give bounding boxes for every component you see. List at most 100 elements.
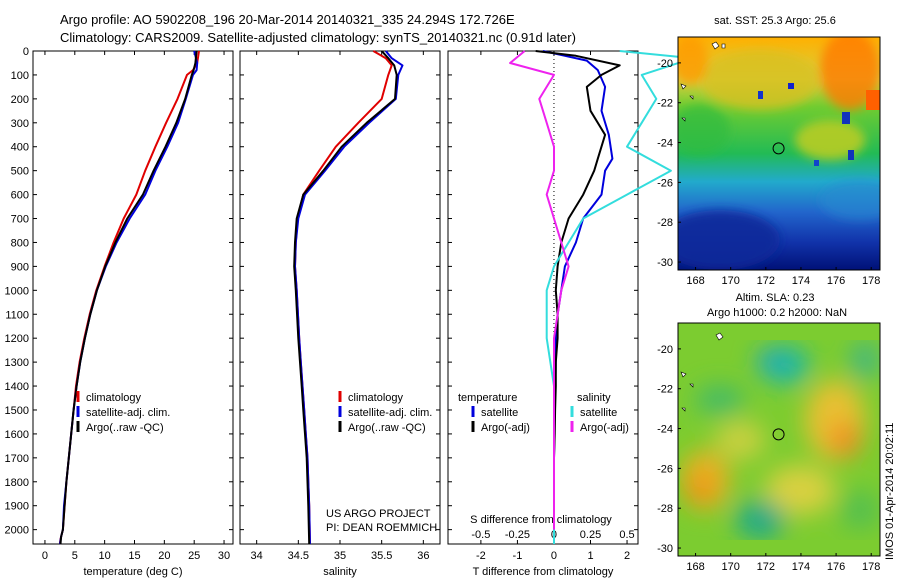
legend-label: Argo(-adj)	[580, 422, 629, 434]
depth-tick-label: 400	[11, 142, 29, 154]
depth-tick-label: 1700	[5, 453, 29, 465]
legend-label: satellite	[580, 407, 617, 419]
temperature-panel-frame	[32, 50, 234, 545]
legend-label: climatology	[86, 392, 142, 404]
sla-field-detail	[680, 340, 880, 540]
map-x-tick-label: 170	[722, 275, 740, 287]
legend-label: satellite-adj. clim.	[86, 407, 170, 419]
series-line	[293, 50, 398, 545]
salinity-diff-tick-label: 0.5	[619, 529, 634, 541]
x-tick-label: 20	[158, 550, 170, 562]
sla-map: Altim. SLA: 0.23 Argo h1000: 0.2 h2000: …	[657, 292, 881, 573]
x-tick-label: -2	[476, 550, 486, 562]
sst-map: sat. SST: 25.3 Argo: 25.6 168 170 172 174 17…	[657, 15, 881, 287]
map-x-tick-label: 168	[686, 275, 704, 287]
legend-label: Argo(-adj)	[481, 422, 530, 434]
depth-tick-label: 1900	[5, 501, 29, 513]
depth-tick-label: 900	[11, 261, 29, 273]
x-tick-label: 30	[218, 550, 230, 562]
x-axis-label: salinity	[323, 566, 357, 578]
difference-panel: -2 -1 0 1 2 T difference from climatology -0.5…	[448, 50, 694, 578]
map-x-tick-label: 174	[792, 561, 810, 573]
x-tick-label: 36	[417, 550, 429, 562]
depth-tick-label: 500	[11, 166, 29, 178]
map-y-tick-label: -28	[657, 217, 673, 229]
map-y-tick-label: -26	[657, 177, 673, 189]
depth-tick-label: 1000	[5, 285, 29, 297]
sst-cloud-pixel	[848, 150, 854, 160]
map-x-tick-label: 174	[792, 275, 810, 287]
x-tick-label: 10	[99, 550, 111, 562]
legend-label: satellite-adj. clim.	[348, 407, 432, 419]
series-line	[535, 50, 621, 482]
title-line-2: Climatology: CARS2009. Satellite-adjuste…	[60, 30, 576, 45]
salinity-diff-tick-label: -0.25	[505, 529, 530, 541]
map-y-tick-label: -28	[657, 503, 673, 515]
map-y-tick-label: -24	[657, 138, 673, 150]
map-y-tick-label: -20	[657, 344, 673, 356]
map-y-tick-label: -30	[657, 543, 673, 555]
depth-tick-label: 300	[11, 118, 29, 130]
salinity-panel-frame	[239, 50, 441, 545]
depth-tick-label: 0	[23, 46, 29, 58]
sst-map-axes: 168 170 172 174 176 178 -20 -22 -24 -26 -28 -30	[657, 58, 880, 287]
salinity-diff-tick-label: -0.5	[471, 529, 490, 541]
depth-tick-label: 800	[11, 237, 29, 249]
x-tick-label: 35.5	[371, 550, 392, 562]
sst-map-frame	[677, 36, 881, 271]
map-x-tick-label: 168	[686, 561, 704, 573]
x-tick-label: 0	[42, 550, 48, 562]
depth-axis-labels: 0 100 200 300 400 500 600 700 800 900 1000 1100 1200…	[5, 46, 29, 537]
x-tick-label: 25	[188, 550, 200, 562]
depth-tick-label: 2000	[5, 525, 29, 537]
legend-group-title: salinity	[577, 392, 611, 404]
map-x-tick-label: 176	[827, 275, 845, 287]
map-x-tick-label: 178	[862, 275, 880, 287]
sla-map-frame	[677, 322, 881, 557]
map-y-tick-label: -30	[657, 257, 673, 269]
sla-map-subtitle: Argo h1000: 0.2 h2000: NaN	[707, 307, 847, 319]
depth-tick-label: 200	[11, 94, 29, 106]
series-line	[509, 50, 570, 530]
salinity-panel: 34 34.5 35 35.5 36 salinity climatology satelli…	[240, 50, 440, 578]
x-axis-label: temperature (deg C)	[83, 566, 182, 578]
map-x-tick-label: 172	[757, 275, 775, 287]
depth-tick-label: 1100	[5, 309, 29, 321]
x-tick-label: 34	[251, 550, 263, 562]
x-axis-label: T difference from climatology	[473, 566, 614, 578]
depth-tick-label: 100	[11, 70, 29, 82]
x-tick-label: 2	[624, 550, 630, 562]
depth-tick-label: 700	[11, 214, 29, 226]
legend-label: Argo(..raw -QC)	[86, 422, 164, 434]
sst-cloud-pixel	[814, 160, 819, 166]
x-tick-label: 0	[551, 550, 557, 562]
x-tick-label: 15	[128, 550, 140, 562]
sla-map-title: Altim. SLA: 0.23	[736, 292, 815, 304]
x-tick-label: -1	[513, 550, 523, 562]
sst-field-detail	[678, 37, 880, 270]
sst-warm-pixel	[866, 90, 880, 110]
map-y-tick-label: -26	[657, 463, 673, 475]
temperature-panel: 0 5 10 15 20 25 30 temperature (deg C) climatolo…	[33, 50, 233, 578]
sst-islands	[680, 41, 726, 122]
map-x-tick-label: 176	[827, 561, 845, 573]
title-line-1: Argo profile: AO 5902208_196 20-Mar-2014…	[60, 12, 515, 27]
sst-cloud-pixel	[842, 112, 850, 124]
sst-map-title: sat. SST: 25.3 Argo: 25.6	[714, 15, 836, 27]
project-annotation: US ARGO PROJECT	[326, 508, 431, 520]
sla-argo-position-marker	[772, 428, 785, 441]
series-line	[294, 50, 404, 545]
series-line	[58, 50, 199, 545]
x-tick-label: 35	[334, 550, 346, 562]
depth-tick-label: 600	[11, 190, 29, 202]
legend-label: Argo(..raw -QC)	[348, 422, 426, 434]
map-y-tick-label: -22	[657, 98, 673, 110]
x-tick-label: 5	[72, 550, 78, 562]
salinity-diff-tick-label: 0.25	[580, 529, 601, 541]
depth-tick-label: 1200	[5, 333, 29, 345]
sst-cloud-pixel	[788, 83, 794, 89]
project-annotation: PI: DEAN ROEMMICH	[326, 522, 437, 534]
map-y-tick-label: -20	[657, 58, 673, 70]
map-x-tick-label: 178	[862, 561, 880, 573]
